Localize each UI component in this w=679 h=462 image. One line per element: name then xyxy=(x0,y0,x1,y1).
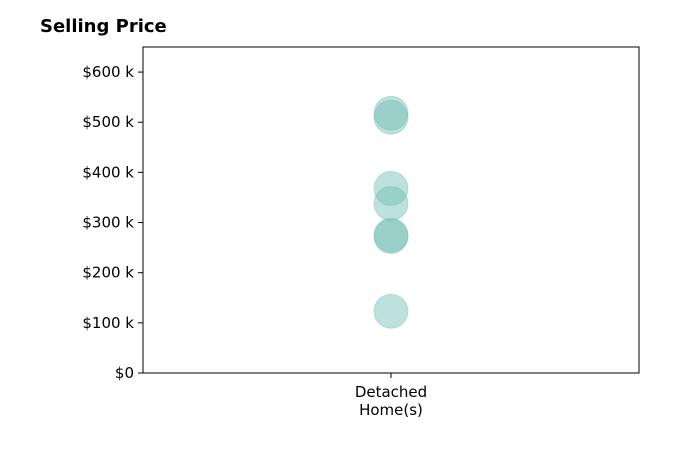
data-point xyxy=(373,217,409,253)
y-tick-label: $600 k xyxy=(82,63,134,81)
y-tick-label: $200 k xyxy=(82,264,134,282)
chart-title: Selling Price xyxy=(40,16,167,37)
x-axis: Detached Home(s) xyxy=(355,373,427,419)
data-point xyxy=(373,95,409,131)
data-point xyxy=(373,219,409,255)
y-tick-label: $400 k xyxy=(82,163,134,181)
data-point xyxy=(373,99,409,135)
data-point xyxy=(373,293,409,329)
data-point xyxy=(373,170,409,206)
y-tick-label: $300 k xyxy=(82,214,134,232)
y-axis: $0 $100 k $200 k $300 k $400 k $500 k $600 k xyxy=(82,63,143,382)
y-tick-label: $100 k xyxy=(82,314,134,332)
points-layer xyxy=(373,95,409,329)
y-tick-label: $0 xyxy=(115,364,134,382)
data-point xyxy=(373,185,409,221)
y-tick-label: $500 k xyxy=(82,113,134,131)
x-tick-label: Detached Home(s) xyxy=(355,383,427,419)
